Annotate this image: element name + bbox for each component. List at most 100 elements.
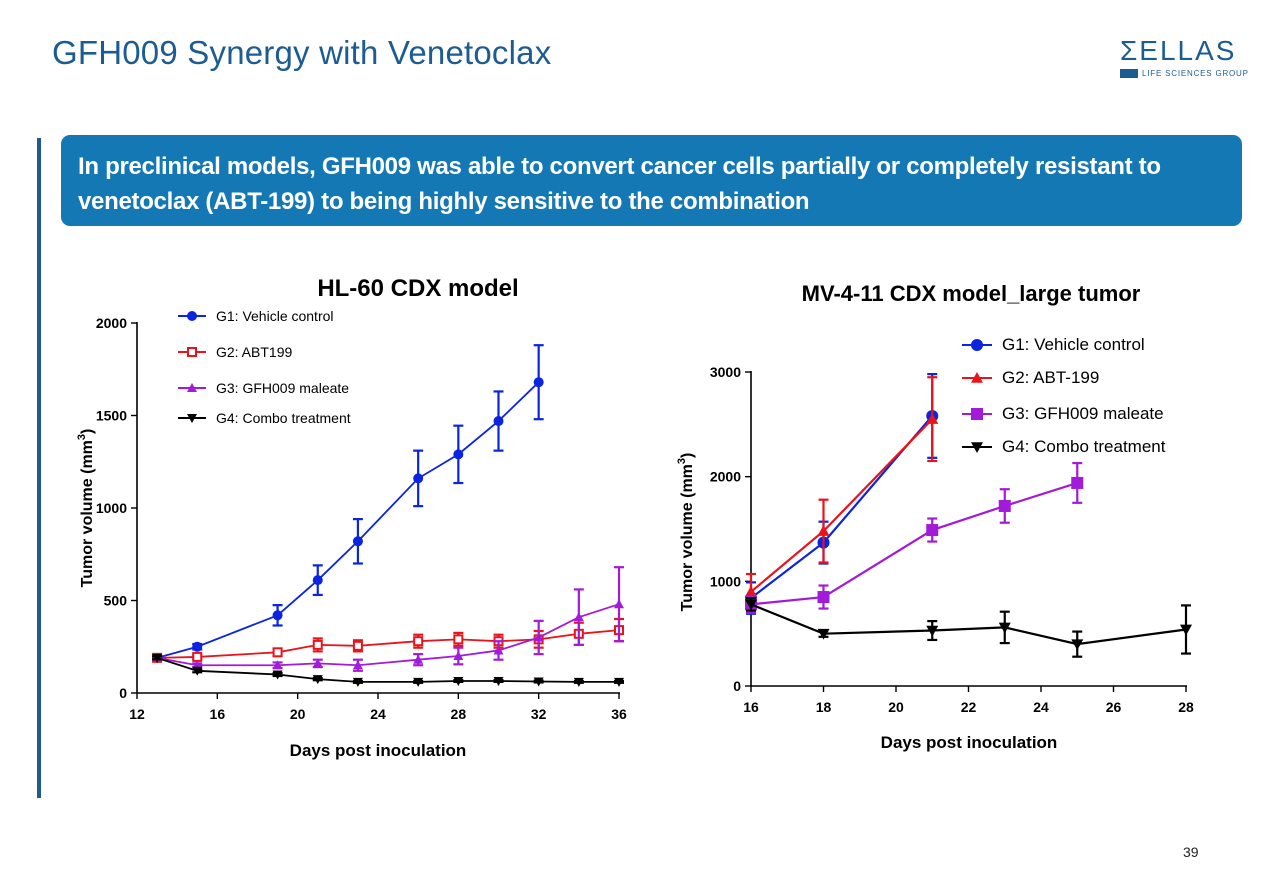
hl60-data-point-g3 — [352, 660, 363, 670]
hl60-legend-label-g2: G2: ABT199 — [216, 344, 292, 360]
hl60-legend-marker-g4 — [187, 414, 197, 423]
mv411-data-point-g4 — [1071, 639, 1084, 651]
mv411-x-tick-label: 18 — [816, 699, 832, 715]
hl60-x-tick-label: 12 — [129, 706, 145, 722]
hl60-data-point-g2 — [413, 636, 424, 647]
hl60-data-point-g4 — [192, 666, 203, 676]
mv411-x-tick-label: 26 — [1106, 699, 1122, 715]
hl60-data-point-g3 — [453, 651, 464, 660]
hl60-data-point-g1 — [413, 473, 424, 484]
hl60-data-point-g4 — [614, 677, 624, 687]
mv411-y-tick-label: 0 — [733, 678, 741, 694]
hl60-data-point-g3 — [413, 654, 424, 664]
hl60-y-tick-label: 1500 — [96, 408, 127, 424]
hl60-data-point-g3 — [533, 632, 544, 642]
mv411-legend-marker-g3 — [971, 408, 983, 420]
hl60-data-point-g1 — [192, 641, 203, 652]
hl60-y-tick-label: 2000 — [96, 315, 127, 331]
mv411-series-line-g2 — [750, 418, 934, 593]
mv411-data-point-g2 — [926, 413, 939, 424]
mv411-y-tick-label: 3000 — [710, 364, 741, 380]
hl60-data-point-g2 — [272, 647, 283, 658]
mv411-series-line-g1 — [750, 415, 934, 599]
mv411-legend-label-g4: G4: Combo treatment — [1002, 437, 1166, 456]
hl60-data-point-g4 — [312, 675, 323, 685]
hl60-x-tick-label: 32 — [531, 706, 547, 722]
hl60-data-point-g3 — [493, 645, 504, 655]
logo-emblem — [1120, 69, 1138, 78]
mv411-data-point-g3 — [998, 499, 1011, 512]
hl60-legend-marker-g3 — [187, 383, 197, 392]
mv411-x-tick-label: 22 — [961, 699, 977, 715]
mv411-legend-marker-g4 — [971, 442, 983, 453]
mv411-data-point-g4 — [1180, 624, 1192, 636]
hl60-data-point-g2 — [352, 640, 363, 651]
hl60-data-point-g4 — [453, 676, 464, 686]
hl60-data-point-g2 — [453, 634, 464, 645]
mv411-legend-marker-g2 — [971, 372, 983, 383]
hl60-x-tick-label: 36 — [611, 706, 627, 722]
mv411-data-point-g3 — [926, 524, 939, 537]
hl60-x-tick-label: 24 — [370, 706, 386, 722]
hl60-data-point-g4 — [352, 677, 363, 687]
hl60-legend-label-g4: G4: Combo treatment — [216, 410, 351, 426]
hl60-chart-title: HL-60 CDX model — [317, 275, 518, 302]
mv411-chart-title: MV-4-11 CDX model_large tumor — [802, 281, 1141, 306]
mv411-data-point-g3 — [1071, 476, 1084, 489]
mv411-y-axis-label: Tumor volume (mm3) — [676, 453, 696, 612]
hl60-data-point-g2 — [312, 639, 323, 650]
hl60-legend-label-g3: G3: GFH009 maleate — [216, 380, 349, 396]
company-logo: ΣELLAS LIFE SCIENCES GROUP — [1120, 36, 1248, 82]
hl60-data-point-g1 — [312, 575, 323, 586]
mv411-series-line-g3 — [750, 481, 1078, 606]
mv411-x-tick-label: 20 — [888, 699, 904, 715]
hl60-legend-marker-g1 — [187, 311, 197, 321]
hl60-y-tick-label: 1000 — [96, 500, 127, 516]
mv411-y-tick-label: 2000 — [710, 469, 741, 485]
hl60-x-tick-label: 20 — [290, 706, 306, 722]
hl60-data-point-g3 — [272, 660, 283, 670]
hl60-data-point-g1 — [352, 536, 363, 547]
mv411-data-point-g3 — [817, 591, 830, 604]
mv411-data-point-g4 — [926, 625, 939, 637]
mv411-data-point-g4 — [998, 622, 1011, 634]
hl60-data-point-g4 — [152, 653, 163, 663]
hl60-data-point-g1 — [272, 610, 283, 621]
mv411-legend-label-g1: G1: Vehicle control — [1002, 335, 1145, 354]
key-message-banner: In preclinical models, GFH009 was able t… — [61, 135, 1242, 226]
hl60-y-tick-label: 0 — [119, 685, 127, 701]
page-number: 39 — [1183, 844, 1199, 860]
hl60-data-point-g4 — [272, 670, 283, 680]
hl60-x-tick-label: 16 — [210, 706, 226, 722]
hl60-data-point-g4 — [573, 677, 584, 687]
hl60-data-point-g4 — [493, 676, 504, 686]
hl60-y-tick-label: 500 — [104, 593, 128, 609]
page-title: GFH009 Synergy with Venetoclax — [52, 34, 552, 71]
hl60-legend-label-g1: G1: Vehicle control — [216, 308, 334, 324]
mv411-legend-label-g3: G3: GFH009 maleate — [1002, 404, 1164, 423]
hl60-data-point-g1 — [493, 416, 504, 427]
hl60-data-point-g3 — [573, 612, 584, 622]
mv411-data-point-g4 — [817, 628, 830, 640]
mv411-legend-marker-g1 — [971, 339, 983, 351]
mv411-x-tick-label: 24 — [1033, 699, 1049, 715]
mv411-series-line-g4 — [750, 603, 1187, 646]
mv411-legend-label-g2: G2: ABT-199 — [1002, 368, 1099, 387]
hl60-data-point-g4 — [533, 677, 544, 687]
hl60-x-tick-label: 28 — [451, 706, 467, 722]
hl60-data-point-g1 — [533, 377, 544, 388]
logo-tagline: LIFE SCIENCES GROUP — [1142, 69, 1249, 78]
mv411-data-point-g2 — [745, 585, 757, 597]
hl60-y-axis-label: Tumor volume (mm3) — [76, 429, 96, 588]
mv411-x-tick-label: 16 — [743, 699, 759, 715]
hl60-data-point-g1 — [453, 449, 464, 460]
mv411-x-axis-label: Days post inoculation — [881, 733, 1058, 752]
left-accent-bar — [37, 138, 41, 798]
mv411-data-point-g2 — [817, 525, 830, 536]
mv411-y-tick-label: 1000 — [710, 573, 741, 589]
mv411-x-tick-label: 28 — [1178, 699, 1194, 715]
mv411-data-point-g4 — [745, 599, 757, 611]
hl60-data-point-g4 — [413, 677, 424, 687]
